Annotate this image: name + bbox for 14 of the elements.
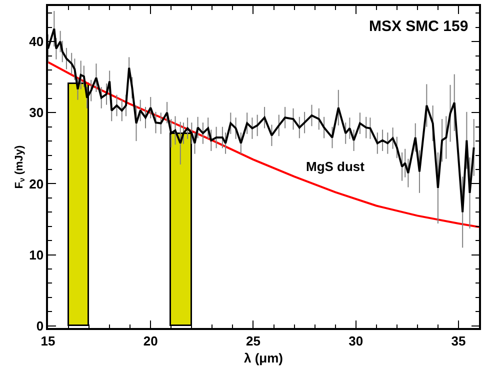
x-tick-label: 25 (246, 333, 260, 348)
x-tick-label: 20 (143, 333, 158, 348)
text: MSX SMC 159 (369, 18, 468, 35)
x-tick-label: 35 (451, 333, 466, 348)
y-tick-label: 0 (36, 318, 44, 334)
x-axis-title: λ (μm) (244, 350, 284, 366)
y-tick-label: 20 (29, 176, 44, 192)
line-series (48, 61, 479, 228)
y-tick-label: 30 (29, 105, 44, 120)
x-tick-label: 15 (40, 333, 56, 348)
x-tick-label: 30 (348, 333, 364, 348)
y-tick-label: 10 (29, 247, 44, 262)
series-label: MgS dust (306, 159, 366, 174)
y-tick-label: 40 (29, 34, 44, 50)
